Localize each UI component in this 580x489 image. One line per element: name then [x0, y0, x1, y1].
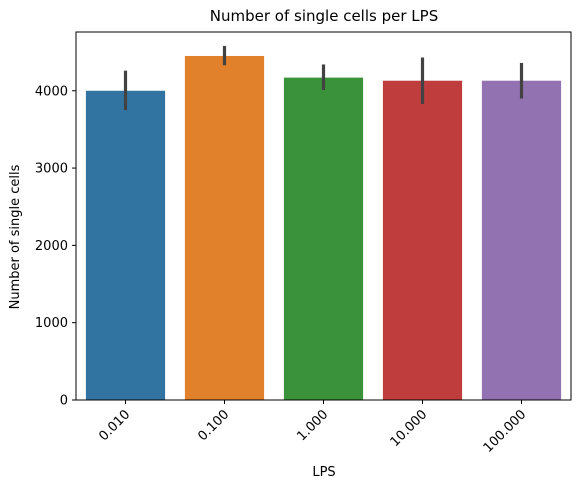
bar — [85, 90, 166, 401]
x-axis-label: LPS — [312, 465, 335, 480]
y-axis-label: Number of single cells — [8, 164, 23, 309]
x-tick-label: 100.000 — [481, 407, 530, 456]
x-tick-label: 1.000 — [294, 407, 331, 444]
bar — [481, 80, 562, 401]
bar — [184, 55, 265, 401]
chart-title: Number of single cells per LPS — [210, 7, 438, 25]
x-axis: 0.010 0.100 1.000 10.000 100.000 — [96, 400, 529, 456]
y-tick-label: 1000 — [35, 316, 68, 331]
y-tick-label: 0 — [60, 394, 68, 409]
x-tick-label: 0.010 — [96, 407, 133, 444]
x-tick-label: 10.000 — [388, 407, 431, 450]
bar — [283, 77, 364, 400]
x-tick-label: 0.100 — [195, 407, 232, 444]
bars-group — [85, 55, 562, 401]
y-tick-label: 2000 — [35, 239, 68, 254]
y-axis: 0 1000 2000 3000 4000 — [35, 84, 76, 409]
y-tick-label: 3000 — [35, 162, 68, 177]
plot-frame — [75, 31, 572, 401]
error-bars-group — [123, 45, 524, 111]
bar — [382, 80, 463, 401]
y-tick-label: 4000 — [35, 84, 68, 99]
